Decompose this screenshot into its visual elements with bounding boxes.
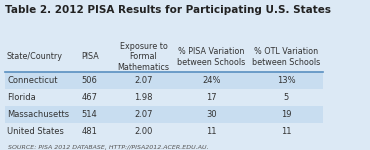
Text: SOURCE: PISA 2012 DATABASE, HTTP://PISA2012.ACER.EDU.AU.: SOURCE: PISA 2012 DATABASE, HTTP://PISA2…	[8, 145, 209, 150]
Text: 1.98: 1.98	[134, 93, 153, 102]
Text: Connecticut: Connecticut	[7, 76, 58, 85]
Text: 11: 11	[206, 127, 217, 136]
Text: 467: 467	[82, 93, 98, 102]
Text: State/Country: State/Country	[6, 52, 62, 61]
Text: 5: 5	[283, 93, 289, 102]
FancyBboxPatch shape	[5, 72, 323, 89]
Text: 481: 481	[82, 127, 98, 136]
Text: Florida: Florida	[7, 93, 36, 102]
Text: 24%: 24%	[202, 76, 221, 85]
Text: % PISA Variation
between Schools: % PISA Variation between Schools	[177, 47, 246, 67]
Text: 17: 17	[206, 93, 217, 102]
Text: Massachusetts: Massachusetts	[7, 110, 69, 119]
Text: PISA: PISA	[81, 52, 98, 61]
FancyBboxPatch shape	[5, 89, 323, 106]
Text: 514: 514	[82, 110, 98, 119]
Text: 2.07: 2.07	[134, 110, 153, 119]
Text: 19: 19	[281, 110, 291, 119]
Text: 13%: 13%	[277, 76, 295, 85]
Text: 30: 30	[206, 110, 217, 119]
Text: Exposure to
Formal
Mathematics: Exposure to Formal Mathematics	[118, 42, 169, 72]
Text: United States: United States	[7, 127, 64, 136]
FancyBboxPatch shape	[5, 123, 323, 140]
Text: 2.00: 2.00	[134, 127, 153, 136]
Text: % OTL Variation
between Schools: % OTL Variation between Schools	[252, 47, 320, 67]
Text: 11: 11	[281, 127, 291, 136]
Text: 506: 506	[82, 76, 98, 85]
FancyBboxPatch shape	[5, 106, 323, 123]
Text: 2.07: 2.07	[134, 76, 153, 85]
Text: Table 2. 2012 PISA Results for Participating U.S. States: Table 2. 2012 PISA Results for Participa…	[5, 5, 331, 15]
